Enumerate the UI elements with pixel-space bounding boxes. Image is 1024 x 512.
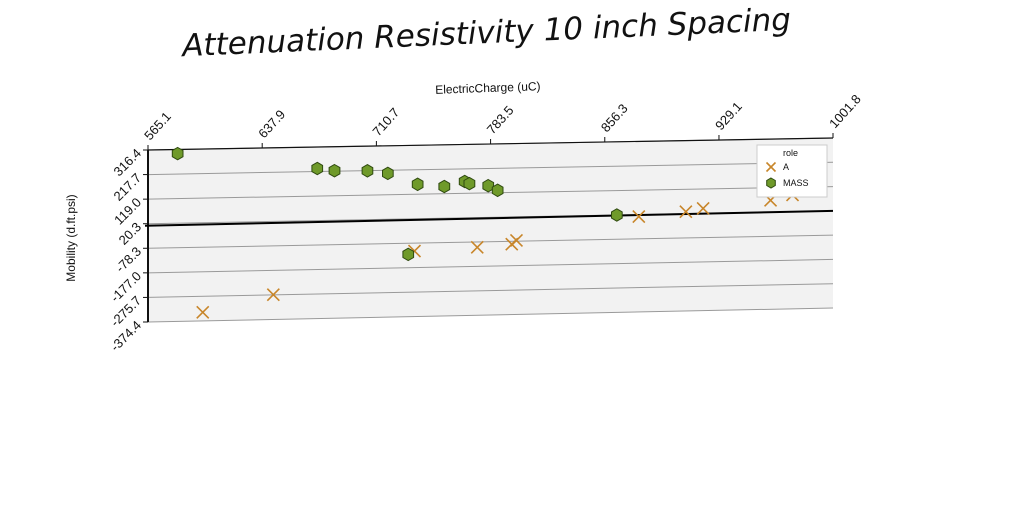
data-point-a — [509, 233, 524, 247]
data-point-mass — [311, 161, 324, 176]
legend-label: A — [783, 162, 789, 172]
y-tick-label: 316.4 — [111, 146, 145, 180]
data-point-a — [266, 288, 280, 302]
x-tick-label: 783.5 — [484, 103, 517, 137]
y-grid-line — [147, 186, 834, 200]
data-point-a — [470, 240, 484, 254]
data-point-mass — [171, 146, 184, 161]
y-grid-line — [147, 283, 834, 298]
legend-entry-a: A — [765, 161, 789, 173]
y-grid-line — [147, 234, 834, 249]
data-marks — [171, 146, 800, 319]
legend: role A MASS — [756, 144, 828, 198]
data-point-mass — [411, 177, 424, 192]
data-point-mass — [463, 176, 476, 191]
x-tick-label: 710.7 — [369, 105, 402, 139]
data-point-a — [696, 201, 710, 216]
data-point-mass — [382, 166, 394, 181]
x-tick-label: 1001.8 — [826, 91, 864, 131]
data-point-mass — [328, 163, 341, 178]
data-point-mass — [491, 183, 504, 198]
data-point-mass — [611, 208, 623, 222]
x-axis-line — [147, 137, 834, 151]
x-tick-label: 637.9 — [255, 107, 288, 141]
y-grid-line — [147, 161, 834, 176]
x-tick-label: 929.1 — [712, 99, 745, 133]
chart-title: Attenuation Resistivity 10 inch Spacing — [179, 2, 791, 65]
data-point-a — [196, 305, 210, 319]
data-point-a — [679, 205, 693, 219]
x-tick-label: 565.1 — [141, 109, 174, 143]
legend-box — [756, 144, 828, 198]
y-axis-label: Mobility (d.ft.psi) — [64, 194, 78, 281]
x-tick-label: 856.3 — [598, 101, 631, 135]
data-point-mass — [438, 179, 451, 194]
data-point-mass — [482, 178, 495, 193]
y-tick-label: 217.7 — [111, 170, 145, 204]
y-tick-label: -78.3 — [113, 244, 145, 276]
reference-line — [144, 209, 834, 227]
legend-label: MASS — [783, 178, 809, 188]
data-point-a — [632, 209, 646, 224]
legend-title: role — [783, 148, 798, 158]
x-axis-label: ElectricCharge (uC) — [435, 79, 541, 97]
legend-entry-mass: MASS — [766, 177, 809, 189]
data-point-mass — [361, 164, 374, 178]
y-grid-line — [147, 307, 834, 323]
data-point-mass — [402, 247, 415, 262]
y-grid-line — [147, 258, 834, 274]
plot-area: 316.4217.7119.020.3-78.3-177.0-275.7-374… — [107, 91, 863, 354]
plot-background — [148, 138, 833, 322]
